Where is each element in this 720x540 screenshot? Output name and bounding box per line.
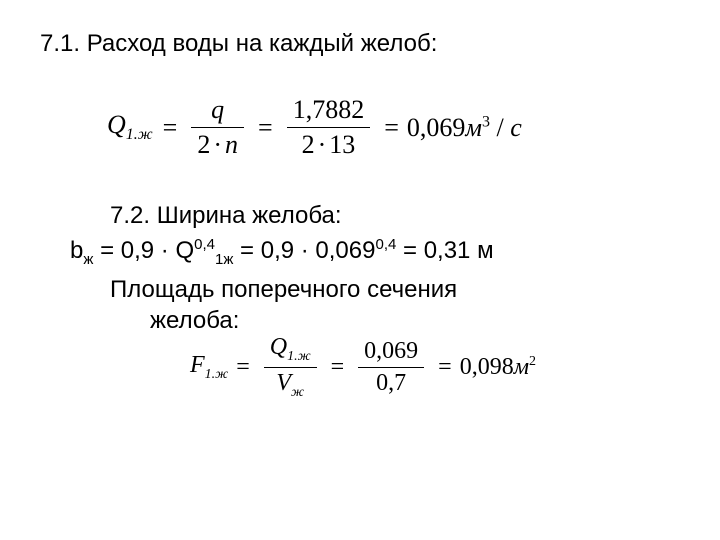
section-7-2-title: 7.2. Ширина желоба:	[110, 202, 680, 230]
section-7-1-title: 7.1. Расход воды на каждый желоб:	[40, 30, 680, 58]
b-formula-line: bж = 0,9 · Q0,41ж = 0,9 · 0,0690,4 = 0,3…	[70, 236, 680, 268]
eq1-rhs: 0,069м3 / с	[407, 113, 522, 143]
eq1-lhs-var: Q1.ж	[105, 110, 155, 144]
equation-q1: Q1.ж = q 2·n = 1,7882 2·13 = 0,069м3 / с	[105, 93, 680, 162]
eq2-equals-1: =	[228, 354, 258, 381]
eq2-frac-2: 0,069 0,7	[358, 336, 424, 399]
eq2-equals-2: =	[323, 354, 353, 381]
eq1-equals-1: =	[155, 113, 186, 143]
eq2-frac-1: Q1.ж Vж	[264, 332, 317, 403]
eq1-frac-2: 1,7882 2·13	[287, 93, 371, 162]
eq1-equals-2: =	[250, 113, 281, 143]
eq2-lhs-var: F1.ж	[190, 352, 228, 383]
eq2-rhs: 0,098м2	[460, 354, 536, 381]
area-title: Площадь поперечного сечения желоба:	[110, 274, 680, 336]
eq1-frac-1: q 2·n	[191, 93, 244, 162]
equation-f1: F1.ж = Q1.ж Vж = 0,069 0,7 = 0,098м2	[190, 332, 680, 403]
eq1-equals-3: =	[376, 113, 407, 143]
eq2-equals-3: =	[430, 354, 460, 381]
